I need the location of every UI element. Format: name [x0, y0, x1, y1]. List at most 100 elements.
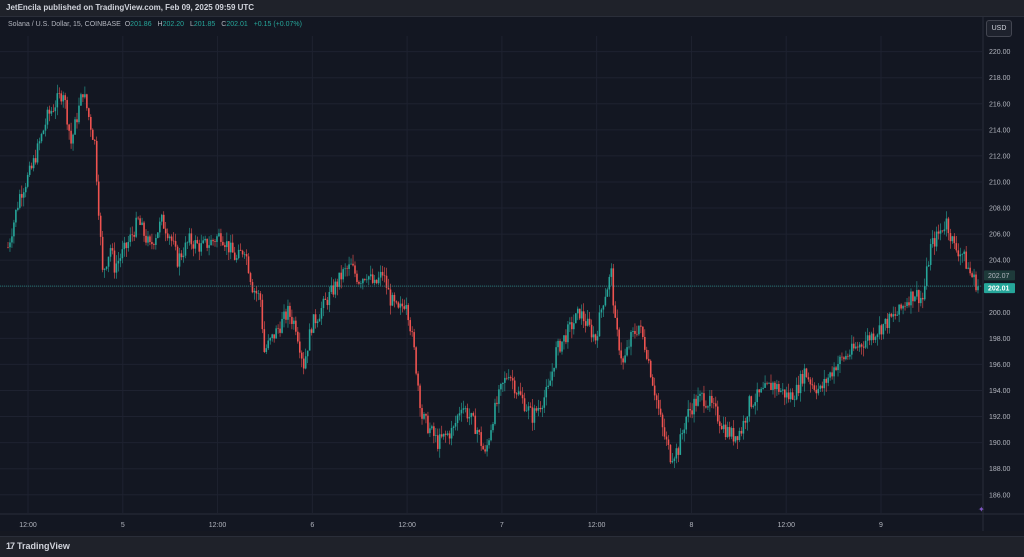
candle [697, 387, 699, 407]
candle-body [60, 93, 63, 102]
candle-body [681, 433, 684, 435]
candle [421, 404, 423, 425]
candle [714, 396, 717, 416]
candle [920, 290, 922, 307]
candle-body [854, 346, 857, 349]
candle-body [403, 306, 406, 309]
candle-body [752, 405, 755, 407]
candle [902, 304, 904, 315]
candle-body [228, 241, 230, 253]
x-tick-label: 12:00 [588, 522, 606, 529]
candle [137, 216, 139, 221]
candle-body [720, 425, 723, 430]
candle-body [492, 423, 494, 431]
candle [949, 228, 952, 249]
candle [744, 417, 747, 430]
candle-body [900, 304, 902, 309]
candle-body [655, 395, 658, 401]
candle [498, 385, 500, 413]
candle-body [543, 397, 546, 408]
candle [387, 278, 390, 290]
candle-body [527, 406, 530, 411]
candle [344, 263, 346, 277]
candle-body [379, 271, 382, 278]
candle-body [7, 247, 9, 248]
candle [117, 251, 120, 272]
candle [162, 211, 165, 229]
y-tick-label: 220.00 [989, 49, 1011, 56]
candle [671, 452, 674, 464]
candle [194, 235, 197, 254]
candle-body [888, 313, 891, 329]
candle-body [160, 214, 163, 222]
candle [160, 213, 163, 226]
candle [74, 116, 76, 135]
candle [157, 232, 159, 239]
candle [417, 371, 419, 391]
candle-body [433, 426, 435, 436]
candle-body [170, 236, 173, 241]
candle [921, 292, 924, 309]
candle [139, 215, 141, 226]
candle-body [360, 283, 362, 284]
candle [127, 235, 130, 252]
candle [693, 393, 695, 423]
candle [200, 234, 203, 256]
candle-body [878, 325, 881, 335]
candle [679, 428, 682, 455]
candle-body [529, 406, 532, 408]
candle-body [442, 433, 445, 437]
candle [957, 243, 960, 262]
candle-body [837, 364, 839, 371]
candle [226, 232, 228, 256]
candle-body [957, 250, 960, 257]
candle-body [943, 229, 946, 232]
candle [959, 247, 962, 266]
tradingview-logo[interactable]: 17 TradingView [6, 541, 70, 551]
candle [795, 377, 798, 401]
candle [143, 220, 145, 242]
brand-name: TradingView [17, 541, 70, 551]
candle-body [677, 448, 680, 455]
candle [297, 326, 299, 344]
candle [115, 255, 118, 279]
candle-body [151, 241, 153, 245]
candle [898, 304, 900, 323]
candle-body [547, 385, 550, 387]
candle [740, 427, 743, 437]
candle [90, 114, 92, 137]
candle-body [494, 402, 496, 424]
candle-body [949, 233, 952, 242]
candle [151, 233, 153, 250]
candle-body [699, 393, 701, 396]
candle [42, 129, 45, 135]
candle [782, 382, 784, 395]
y-tick-label: 194.00 [989, 388, 1011, 395]
candle [468, 408, 471, 426]
candle-body [502, 382, 504, 384]
candle [338, 272, 341, 290]
candle-body [346, 268, 348, 269]
candle [168, 234, 171, 245]
candle [539, 401, 542, 413]
chart-area[interactable] [0, 17, 1024, 531]
candle [300, 350, 303, 368]
currency-button[interactable]: USD [986, 20, 1012, 37]
candle-body [78, 105, 80, 123]
candle-body [111, 248, 114, 251]
candle [793, 395, 796, 407]
candle [88, 107, 90, 121]
candle [770, 374, 772, 390]
candle-body [446, 433, 449, 435]
candle [36, 139, 39, 165]
candle [628, 339, 630, 350]
candle [645, 346, 648, 361]
candle [314, 309, 317, 329]
candle-body [638, 325, 640, 335]
candle [56, 84, 59, 116]
candle [584, 313, 587, 333]
candle [931, 230, 934, 248]
candle [155, 234, 157, 250]
candle-body [107, 256, 110, 267]
